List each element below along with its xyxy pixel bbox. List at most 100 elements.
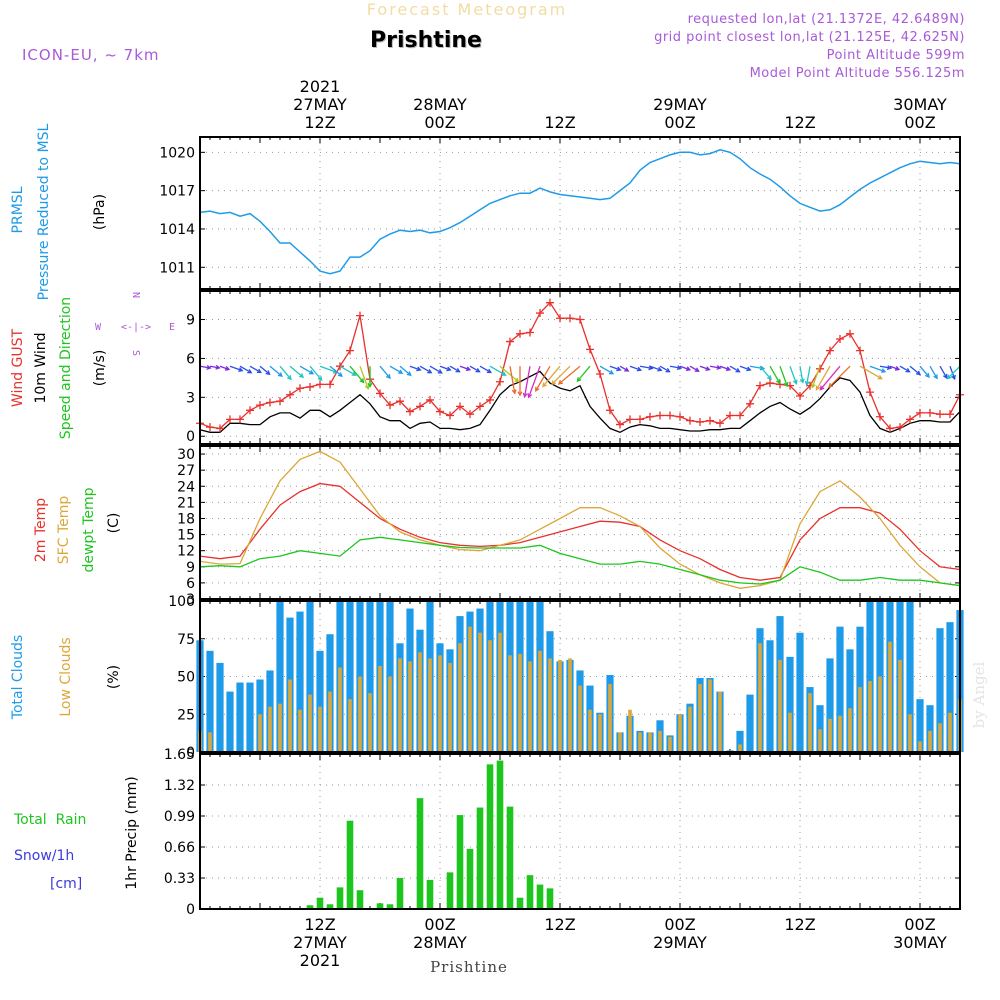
wind-arrow (659, 365, 670, 373)
low-cloud-bar (428, 658, 432, 752)
panel-frame (199, 290, 961, 445)
total-cloud-bar (836, 626, 844, 752)
wind-arrow-head (775, 379, 781, 385)
wind-arrow-head (735, 367, 741, 373)
gust-marker (506, 337, 514, 346)
wind-arrow-head (877, 374, 883, 380)
wind-arrow (409, 365, 421, 371)
wind-arrow-head (811, 383, 816, 389)
top-time-label: 00Z (904, 113, 935, 132)
low-cloud-bar (418, 652, 422, 752)
wind-arrow (869, 365, 886, 373)
total-cloud-bar (226, 691, 234, 752)
gust-marker (386, 401, 394, 410)
wind-arrow-head (527, 393, 533, 399)
gust-marker (486, 395, 494, 404)
low-cloud-bar (278, 703, 282, 752)
wind-arrow-head (725, 366, 732, 372)
wind-arrow (439, 365, 451, 371)
temp-2m-label: 2m Temp (33, 498, 49, 562)
top-time-label: 00Z (664, 113, 695, 132)
wind-arrow (669, 365, 681, 369)
low-cloud-bar (668, 736, 672, 752)
rain-bar (446, 872, 454, 909)
gust-marker (846, 329, 854, 338)
bottom-time-label: 12Z (544, 915, 575, 934)
wind-arrow (349, 365, 364, 383)
rain-bar (386, 904, 394, 909)
gust-marker (316, 380, 324, 389)
wind-arrow (469, 365, 480, 373)
snow-unit-label: [cm] (50, 876, 82, 892)
temp-sfc-label: SFC Temp (56, 496, 72, 565)
total-cloud-bar (786, 656, 794, 752)
low-cloud-bar (358, 676, 362, 752)
y-tick-label: 25 (177, 707, 195, 723)
cloud-low-label: Low Clouds (58, 637, 74, 716)
wind-arrow-head (951, 374, 956, 381)
wind-arrow-head (535, 386, 540, 393)
y-tick-label: 0 (186, 745, 195, 761)
wind-arrow-head (511, 389, 517, 395)
gust-marker (686, 416, 694, 425)
wind-arrow-head (657, 366, 663, 372)
wind-arrow (806, 366, 811, 386)
total-cloud-bar (306, 601, 314, 752)
wind-arrow-head (815, 385, 821, 391)
low-cloud-bar (808, 693, 812, 752)
y-tick-label: 6 (186, 576, 195, 592)
y-tick-label: 0 (186, 902, 195, 918)
compass-e: E (169, 322, 175, 333)
low-cloud-bar (318, 706, 322, 752)
panel-3: 0 25 50 75 100 (168, 594, 964, 761)
wind-arrow-head (308, 369, 315, 375)
gust-marker (286, 390, 294, 399)
low-cloud-bar (778, 659, 782, 752)
wind-arrow (419, 365, 432, 374)
y-tick-label: 9 (186, 313, 195, 329)
point-altitude: Point Altitude 599m (827, 48, 965, 63)
temp-2m-line (199, 482, 961, 581)
y-tick-label: 50 (177, 670, 195, 686)
low-cloud-bar (558, 659, 562, 752)
low-cloud-bar (568, 658, 572, 752)
low-cloud-bar (908, 714, 912, 752)
low-cloud-bar (478, 632, 482, 752)
gust-marker (356, 311, 364, 320)
wind-arrow-head (317, 375, 323, 382)
wind-arrow-head (475, 367, 481, 373)
total-cloud-bar (866, 601, 874, 752)
wind-arrow-head (465, 366, 472, 372)
rain-bar (526, 875, 534, 909)
wind-arrow (929, 365, 938, 379)
y-tick-label: 100 (168, 594, 195, 610)
wind-arrow-head (905, 367, 911, 373)
pressure-unit: (hPa) (92, 194, 108, 230)
wind-arrow-head (265, 370, 271, 376)
wind-arrow-head (880, 368, 887, 373)
gust-marker (566, 314, 574, 323)
gust-marker (946, 410, 954, 419)
wind-arrow (919, 365, 930, 378)
total-cloud-bar (766, 640, 774, 752)
wind-arrow-head (933, 374, 938, 380)
wind-arrow (459, 365, 471, 371)
wind-arrow (879, 365, 891, 369)
wind-arrow-head (894, 366, 901, 371)
gust-marker (736, 411, 744, 420)
rain-bar (306, 905, 314, 909)
y-tick-label: 1020 (159, 145, 195, 161)
model-altitude: Model Point Altitude 556.125m (750, 66, 965, 81)
low-cloud-bar (578, 685, 582, 752)
low-cloud-bar (258, 714, 262, 752)
low-cloud-bar (608, 684, 612, 752)
wind-speed-line (199, 370, 961, 434)
low-cloud-bar (618, 732, 622, 752)
low-cloud-bar (888, 641, 892, 752)
wind-arrow-head (716, 365, 722, 370)
rain-bar (426, 879, 434, 909)
watermark: by Angel (970, 661, 988, 728)
wind-arrow (779, 365, 788, 387)
wind-arrow (289, 365, 304, 378)
